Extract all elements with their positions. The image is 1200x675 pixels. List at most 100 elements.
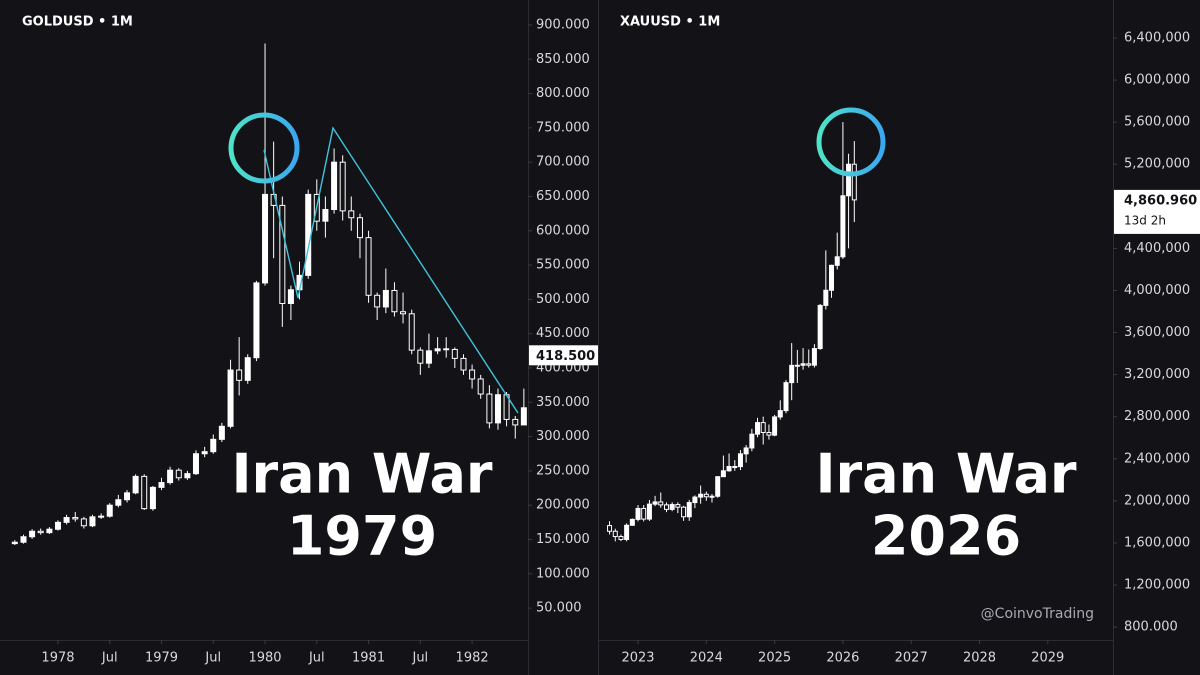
candle-body	[287, 289, 294, 305]
y-tick-label: 600.000	[536, 223, 590, 238]
candle-body	[783, 382, 789, 412]
candle-body	[851, 163, 857, 201]
candle-body	[811, 348, 817, 366]
candle-body	[339, 161, 346, 212]
candle-body	[743, 447, 749, 455]
plot	[11, 43, 857, 545]
highlight-circle	[816, 107, 886, 177]
candle-body	[512, 418, 519, 426]
candle-body	[469, 369, 476, 380]
candle-body	[417, 349, 424, 364]
candle-body	[669, 504, 675, 510]
candle-body	[348, 210, 355, 219]
watermark: @CoinvoTrading	[981, 606, 1094, 622]
candle-body	[709, 495, 715, 498]
candle-body	[106, 504, 113, 517]
y-tick-label: 250.000	[536, 463, 590, 478]
y-tick-label: 350.000	[536, 395, 590, 410]
candle-body	[698, 493, 704, 498]
candle-body	[624, 524, 630, 540]
y-tick-label: 1,200,000	[1124, 578, 1190, 593]
y-tick-label: 750.000	[536, 120, 590, 135]
candle-body	[400, 311, 407, 315]
candle-body	[89, 516, 96, 527]
x-tick-label: 1979	[145, 651, 178, 666]
candle-body	[760, 422, 766, 433]
annotation: Iran War	[231, 443, 492, 506]
candle-body	[840, 195, 846, 258]
candle-body	[618, 536, 624, 540]
x-tick-label: 2024	[690, 651, 723, 666]
y-tick-label: 4,400,000	[1124, 241, 1190, 256]
candle-body	[828, 264, 834, 291]
candle-body	[279, 204, 286, 305]
candle-body	[331, 161, 338, 211]
candle-body	[652, 501, 658, 505]
candle-body	[800, 363, 806, 366]
y-tick-label: 550.000	[536, 258, 590, 273]
candle-body	[692, 496, 698, 504]
y-tick-label: 850.000	[536, 52, 590, 67]
y-tick-label: 5,200,000	[1124, 157, 1190, 172]
y-tick-label: 3,600,000	[1124, 325, 1190, 340]
y-tick-label: 900.000	[536, 17, 590, 32]
trend-line	[263, 126, 519, 414]
y-tick-label: 50.000	[536, 601, 582, 616]
candle-body	[244, 357, 251, 381]
candle-body	[141, 475, 148, 510]
candle-body	[846, 163, 852, 197]
x-tick-label: 1982	[456, 651, 489, 666]
candle-body	[646, 503, 652, 520]
candle-body	[37, 530, 44, 534]
candle-body	[374, 294, 381, 308]
y-tick-label: 700.000	[536, 155, 590, 170]
x-tick-label: Jul	[204, 651, 221, 666]
candle-body	[20, 536, 27, 543]
candle-body	[612, 530, 618, 538]
x-tick-label: 2027	[895, 651, 928, 666]
x-tick-label: 1978	[41, 651, 74, 666]
candle-body	[777, 410, 783, 418]
countdown-label: 13d 2h	[1124, 213, 1166, 227]
y-tick-label: 800.000	[1124, 620, 1178, 635]
candle-body	[789, 364, 795, 384]
annotation: 2026	[871, 505, 1021, 568]
candle-body	[732, 465, 738, 468]
candle-body	[253, 282, 260, 359]
candle-body	[460, 357, 467, 371]
candle-body	[686, 502, 692, 518]
candle-body	[158, 482, 165, 488]
candle-body	[382, 289, 389, 308]
candle-body	[391, 289, 398, 313]
candle-body	[675, 504, 681, 508]
chart-title: XAUUSD • 1M	[620, 15, 720, 30]
candle-body	[425, 350, 432, 364]
x-tick-label: Jul	[308, 651, 325, 666]
annotation: Iran War	[815, 443, 1076, 506]
last-price-box	[1114, 189, 1200, 234]
candle-body	[236, 369, 243, 381]
candle-body	[434, 348, 441, 352]
last-price-label: 418.500	[536, 349, 595, 364]
candle-body	[766, 431, 772, 436]
last-price-label: 4,860.960	[1124, 193, 1197, 208]
candle-body	[167, 469, 174, 484]
x-tick-label: Jul	[411, 651, 428, 666]
candle-body	[451, 348, 458, 359]
last-price-box	[529, 345, 598, 366]
x-tick-label: 2026	[826, 651, 859, 666]
candle-body	[834, 256, 840, 266]
candle-body	[629, 518, 635, 526]
candle-body	[658, 501, 664, 506]
candle-body	[192, 453, 199, 475]
candle-body	[817, 304, 823, 350]
y-tick-label: 4,000,000	[1124, 283, 1190, 298]
y-tick-label: 200.000	[536, 498, 590, 513]
candle-body	[29, 530, 36, 538]
candle-body	[98, 515, 105, 518]
candle-body	[681, 506, 687, 518]
annotation: 1979	[287, 505, 437, 568]
candle-body	[218, 425, 225, 440]
y-tick-label: 1,600,000	[1124, 535, 1190, 550]
